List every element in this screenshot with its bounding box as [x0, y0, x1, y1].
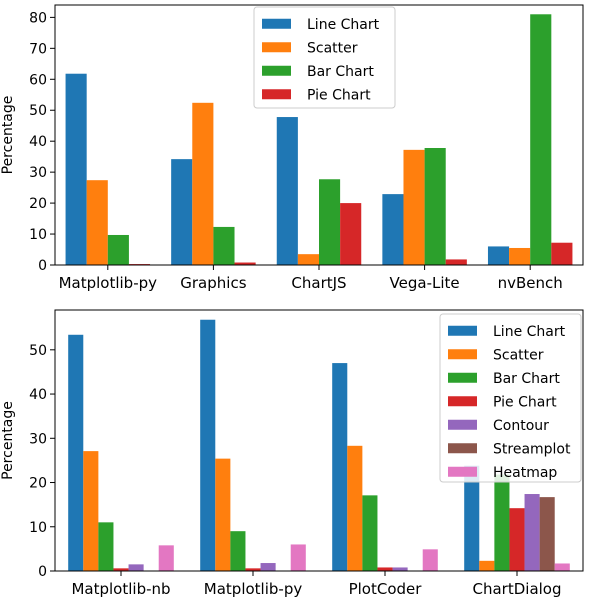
bar [290, 544, 306, 571]
x-tick-label: PlotCoder [349, 580, 423, 598]
legend-swatch [262, 65, 291, 76]
bar [113, 568, 129, 571]
bar [98, 522, 114, 571]
bar [509, 508, 525, 571]
legend-swatch [262, 42, 291, 53]
legend-swatch [262, 18, 291, 29]
legend-label: Heatmap [493, 465, 557, 481]
x-tick-label: Vega-Lite [390, 274, 460, 292]
bar [297, 254, 319, 265]
bar [382, 194, 404, 265]
bar [422, 549, 438, 571]
legend-box [253, 6, 396, 109]
legend-swatch [448, 443, 477, 454]
legend-swatch [448, 349, 477, 360]
bar [494, 474, 510, 571]
bar [487, 246, 510, 265]
y-tick-label: 40 [29, 387, 47, 403]
bar [539, 497, 555, 571]
y-tick-label: 0 [38, 564, 47, 580]
legend-swatch [448, 372, 477, 383]
y-tick-label: 20 [29, 476, 47, 492]
legend-label: Line Chart [307, 17, 380, 33]
y-tick-label: 80 [29, 10, 47, 26]
y-tick-label: 50 [29, 103, 47, 119]
legend-label: Line Chart [493, 324, 566, 340]
x-tick-label: nvBench [498, 274, 563, 292]
y-tick-label: 0 [38, 258, 47, 274]
bottom-bar-chart: 0 10 20 30 40 50 Matplotlib-nb Matplotlib-py Plo… [0, 309, 584, 598]
bar [403, 149, 425, 265]
bar [347, 445, 363, 571]
y-tick-label: 10 [29, 520, 47, 536]
legend: Line Chart Scatter Bar Chart Pie Chart Conto… [439, 313, 582, 483]
legend-swatch [448, 419, 477, 430]
bar [530, 14, 552, 265]
bar [362, 495, 378, 571]
bar [245, 568, 261, 571]
y-tick-label: 50 [29, 343, 47, 359]
bar [215, 458, 231, 571]
x-tick-label: Matplotlib-nb [71, 580, 170, 598]
y-tick-label: 70 [29, 41, 47, 57]
bar [479, 560, 495, 571]
bar [68, 334, 84, 571]
x-tick-label: Graphics [180, 274, 246, 292]
bar [213, 226, 235, 265]
x-tick-label: Matplotlib-py [204, 580, 303, 598]
bar [192, 102, 214, 265]
y-tick-label: 40 [29, 134, 47, 150]
x-tick-label: Matplotlib-py [59, 274, 158, 292]
bar [524, 494, 540, 571]
bar [554, 563, 570, 571]
bar [424, 148, 446, 265]
bar [551, 242, 573, 265]
bar [200, 319, 216, 571]
y-tick-label: 10 [29, 227, 47, 243]
bar [158, 545, 174, 571]
x-tick-label: ChartDialog [473, 580, 562, 598]
bar [340, 203, 362, 265]
bar [171, 159, 193, 265]
bar [107, 234, 129, 265]
y-tick-label: 30 [29, 165, 47, 181]
legend-label: Scatter [307, 40, 358, 56]
legend-label: Bar Chart [493, 371, 560, 387]
bar [230, 531, 246, 571]
legend-swatch [262, 89, 291, 100]
bar [332, 363, 348, 571]
bar [86, 180, 108, 265]
legend-label: Contour [493, 418, 549, 434]
bar [234, 262, 256, 265]
legend-swatch [448, 396, 477, 407]
y-axis-label: Percentage [0, 401, 16, 480]
bar [377, 567, 393, 571]
bar [392, 567, 408, 571]
legend-label: Bar Chart [307, 64, 374, 80]
bar [128, 564, 144, 571]
legend-label: Streamplot [493, 441, 571, 457]
bar [319, 179, 341, 265]
legend-label: Pie Chart [307, 87, 371, 103]
legend-swatch [448, 325, 477, 336]
y-tick-label: 60 [29, 72, 47, 88]
y-axis-label: Percentage [0, 96, 16, 175]
top-bar-chart: 0 10 20 30 40 50 60 70 80 Matplotlib-py Graphics Ch… [0, 4, 584, 292]
legend-swatch [448, 466, 477, 477]
bar [464, 465, 480, 571]
plot-frame [54, 309, 584, 572]
y-tick-label: 30 [29, 431, 47, 447]
x-tick-label: ChartJS [291, 274, 346, 292]
bar [260, 563, 276, 571]
legend-label: Pie Chart [493, 394, 557, 410]
bar [65, 73, 87, 265]
bar [276, 117, 298, 265]
bar [83, 451, 99, 571]
legend: Line Chart Scatter Bar Chart Pie Chart [253, 6, 396, 109]
bar [445, 259, 467, 265]
legend-label: Scatter [493, 347, 544, 363]
bar [509, 247, 531, 265]
y-tick-label: 20 [29, 196, 47, 212]
